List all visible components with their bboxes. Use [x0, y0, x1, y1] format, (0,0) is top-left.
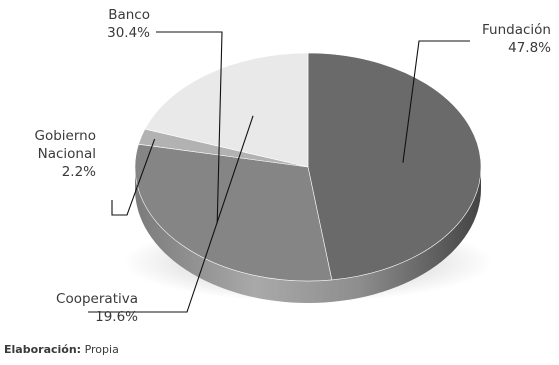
slice-label-fundacion: Fundación 47.8%	[482, 22, 551, 56]
slice-value-cooperativa: 19.6%	[95, 309, 138, 325]
slice-label-cooperativa: Cooperativa 19.6%	[56, 291, 138, 325]
source-label: Elaboración:	[4, 343, 82, 356]
leader-line-gobierno-nacional	[111, 138, 156, 216]
leader-line-fundacion	[402, 40, 470, 163]
slice-name-banco: Banco	[108, 7, 150, 23]
slice-name-gobierno-nacional: Nacional	[38, 146, 96, 162]
slice-labels: Fundación 47.8% Banco 30.4% Gobierno Nacional…	[35, 7, 552, 325]
pie-slice-banco	[134, 143, 333, 282]
slice-name-fundacion: Fundación	[482, 22, 551, 38]
slice-value-gobierno-nacional: 2.2%	[62, 164, 96, 180]
pie-slice-fundacion	[307, 52, 482, 281]
source-text: Propia	[81, 343, 119, 356]
pie-slice-cooperativa	[144, 52, 309, 168]
slice-name-gobierno-nacional: Gobierno	[35, 128, 96, 144]
pie-slices	[134, 52, 482, 282]
slice-value-banco: 30.4%	[107, 25, 150, 41]
leader-line-cooperativa	[88, 115, 254, 313]
slice-label-banco: Banco 30.4%	[107, 7, 150, 41]
leader-line-banco	[156, 31, 223, 224]
slice-value-fundacion: 47.8%	[508, 40, 551, 56]
slice-name-cooperativa: Cooperativa	[56, 291, 138, 307]
leader-lines	[88, 31, 470, 313]
pie-side-wall	[135, 167, 481, 303]
pie-sides	[135, 167, 481, 303]
source-note: Elaboración: Propia	[4, 343, 119, 356]
slice-label-gobierno-nacional: Gobierno Nacional 2.2%	[35, 128, 97, 180]
